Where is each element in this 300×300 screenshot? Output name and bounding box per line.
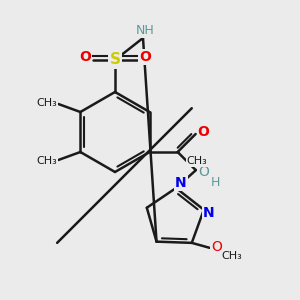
Text: S: S [110,52,121,68]
Text: N: N [175,176,187,190]
Text: CH₃: CH₃ [36,156,57,166]
Text: O: O [139,50,151,64]
Text: H: H [211,176,220,188]
Text: O: O [198,125,210,139]
Text: N: N [203,206,215,220]
Text: CH₃: CH₃ [221,251,242,261]
Text: O: O [198,165,209,179]
Text: CH₃: CH₃ [187,156,207,166]
Text: O: O [79,50,91,64]
Text: NH: NH [136,23,154,37]
Text: CH₃: CH₃ [36,98,57,108]
Text: O: O [211,240,222,254]
